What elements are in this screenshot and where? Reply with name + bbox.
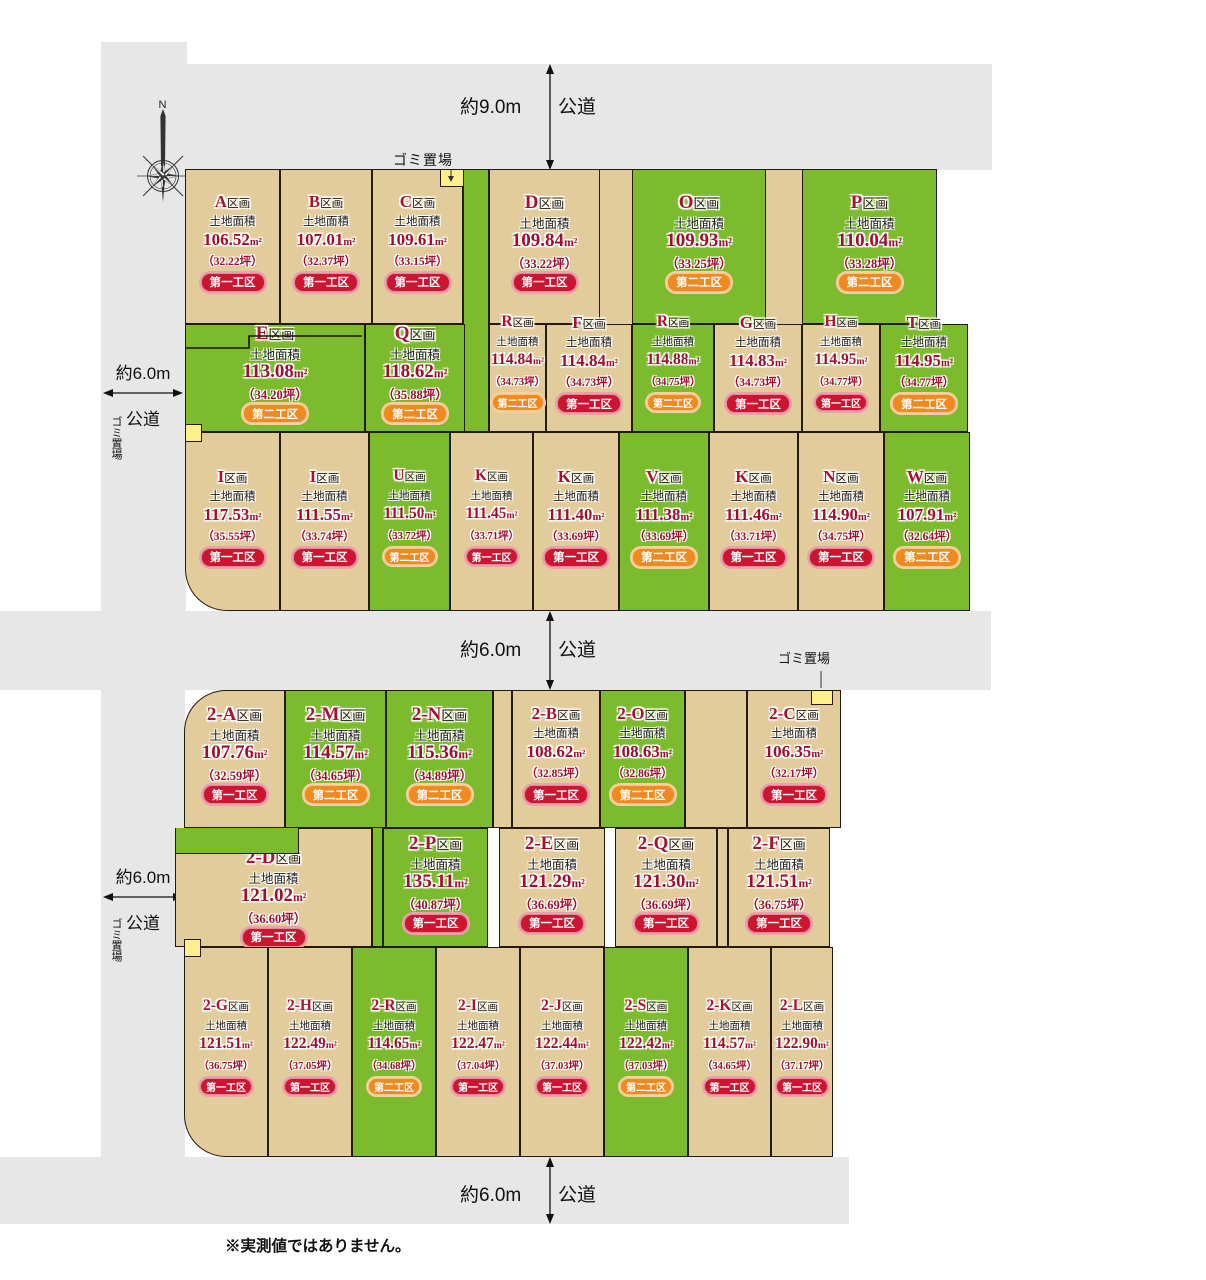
svg-text:N: N — [159, 99, 167, 111]
